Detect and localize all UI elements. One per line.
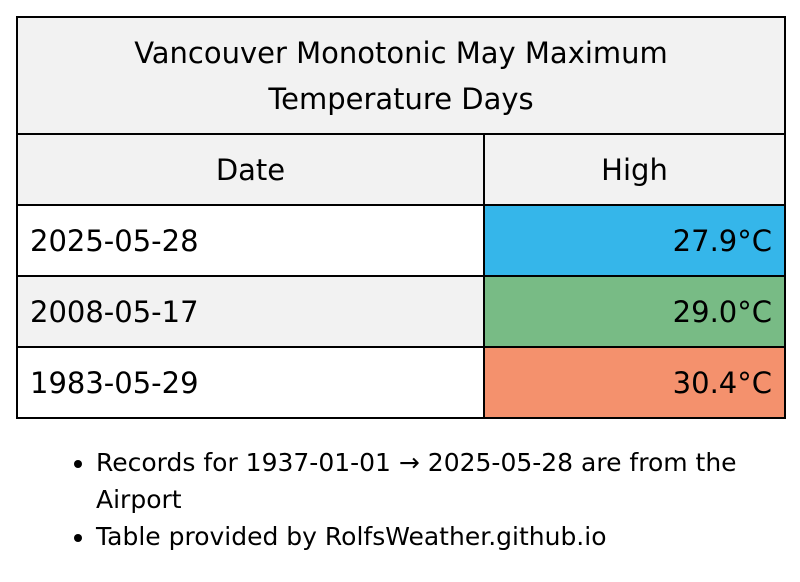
date-cell: 1983-05-29 <box>16 346 485 419</box>
high-cell: 29.0°C <box>483 275 786 348</box>
date-cell: 2025-05-28 <box>16 204 485 277</box>
note-source: Records for 1937-01-01 → 2025-05-28 are … <box>96 444 796 518</box>
notes-list: Records for 1937-01-01 → 2025-05-28 are … <box>60 444 796 555</box>
table-title: Vancouver Monotonic May Maximum Temperat… <box>16 16 786 135</box>
high-cell: 27.9°C <box>483 204 786 277</box>
title-row: Vancouver Monotonic May Maximum Temperat… <box>16 16 786 135</box>
column-header-date: Date <box>16 133 485 206</box>
note-credit: Table provided by RolfsWeather.github.io <box>96 518 796 555</box>
table-row: 2008-05-17 29.0°C <box>16 275 786 348</box>
column-header-row: Date High <box>16 133 786 206</box>
table-title-line-2: Temperature Days <box>268 81 534 116</box>
table-title-line-1: Vancouver Monotonic May Maximum <box>134 35 668 70</box>
table-row: 2025-05-28 27.9°C <box>16 204 786 277</box>
record-table: Vancouver Monotonic May Maximum Temperat… <box>16 16 786 419</box>
column-header-high: High <box>483 133 786 206</box>
table-row: 1983-05-29 30.4°C <box>16 346 786 419</box>
high-cell: 30.4°C <box>483 346 786 419</box>
date-cell: 2008-05-17 <box>16 275 485 348</box>
